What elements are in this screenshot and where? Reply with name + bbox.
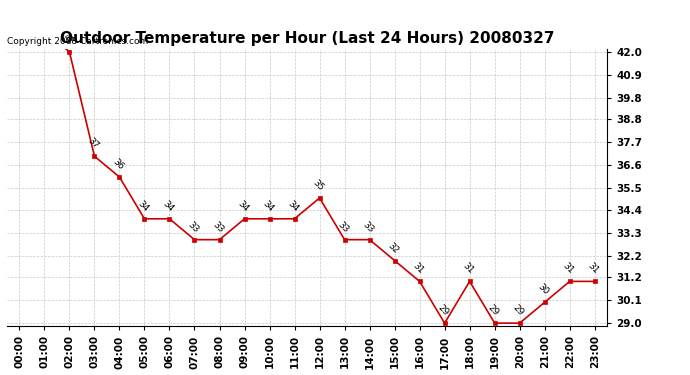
Text: Copyright 2008 Cartronics.com: Copyright 2008 Cartronics.com (7, 37, 148, 46)
Text: 43: 43 (0, 374, 1, 375)
Text: 30: 30 (536, 282, 551, 297)
Text: 34: 34 (286, 199, 300, 213)
Text: 34: 34 (261, 199, 275, 213)
Text: 33: 33 (361, 220, 375, 234)
Text: 31: 31 (461, 261, 475, 276)
Text: 34: 34 (236, 199, 250, 213)
Title: Outdoor Temperature per Hour (Last 24 Hours) 20080327: Outdoor Temperature per Hour (Last 24 Ho… (60, 31, 554, 46)
Text: 36: 36 (111, 157, 126, 171)
Text: 29: 29 (486, 303, 500, 318)
Text: 31: 31 (561, 261, 575, 276)
Text: 35: 35 (311, 178, 326, 192)
Text: 33: 33 (336, 220, 351, 234)
Text: 42: 42 (61, 32, 75, 46)
Text: 34: 34 (136, 199, 150, 213)
Text: 37: 37 (86, 136, 100, 151)
Text: 33: 33 (186, 220, 200, 234)
Text: 32: 32 (386, 241, 400, 255)
Text: 34: 34 (161, 199, 175, 213)
Text: 29: 29 (511, 303, 526, 318)
Text: 31: 31 (586, 261, 600, 276)
Text: 43: 43 (0, 374, 1, 375)
Text: 33: 33 (211, 220, 226, 234)
Text: 29: 29 (436, 303, 451, 318)
Text: 31: 31 (411, 261, 426, 276)
